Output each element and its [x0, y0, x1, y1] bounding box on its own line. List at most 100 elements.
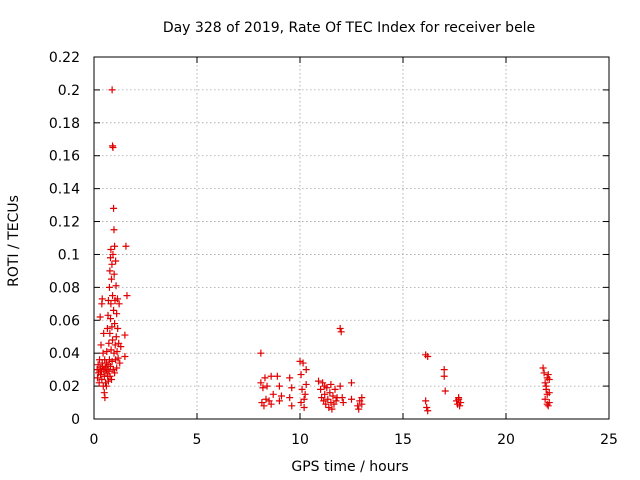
- data-point: [544, 402, 552, 410]
- data-point: [100, 329, 108, 337]
- data-point: [275, 382, 283, 390]
- data-points: [93, 86, 553, 415]
- data-point: [354, 402, 362, 410]
- data-point: [100, 389, 108, 397]
- data-point: [104, 377, 112, 385]
- data-point: [325, 403, 333, 411]
- data-point: [267, 400, 275, 408]
- data-point: [112, 257, 120, 265]
- data-point: [424, 407, 432, 415]
- data-point: [115, 300, 123, 308]
- y-tick-label: 0.06: [49, 313, 80, 329]
- data-point: [327, 380, 335, 388]
- data-point: [267, 372, 275, 380]
- data-point: [302, 380, 310, 388]
- data-point: [355, 405, 363, 413]
- data-point: [110, 226, 118, 234]
- data-point: [296, 357, 304, 365]
- data-point: [107, 246, 115, 254]
- data-point: [315, 377, 323, 385]
- data-point: [424, 352, 432, 360]
- data-point: [286, 374, 294, 382]
- data-point: [339, 399, 347, 407]
- x-tick-label: 10: [291, 432, 309, 448]
- data-point: [105, 283, 113, 291]
- data-point: [263, 382, 271, 390]
- grid-lines: [94, 57, 609, 419]
- data-point: [324, 395, 332, 403]
- data-point: [540, 369, 548, 377]
- data-point: [336, 325, 344, 332]
- data-point: [329, 392, 337, 400]
- data-point: [358, 400, 366, 408]
- data-point: [123, 292, 131, 300]
- data-point: [102, 359, 110, 367]
- data-point: [326, 389, 334, 397]
- data-point: [106, 267, 114, 275]
- data-point: [348, 379, 355, 387]
- data-point: [286, 394, 294, 402]
- data-point: [332, 397, 340, 405]
- x-tick-label: 0: [90, 432, 99, 448]
- data-point: [322, 400, 330, 408]
- data-point: [109, 292, 117, 300]
- data-point: [545, 389, 553, 397]
- data-point: [111, 369, 119, 377]
- y-tick-label: 0.04: [49, 346, 80, 362]
- data-point: [106, 372, 114, 380]
- data-point: [110, 270, 118, 278]
- x-tick-label: 15: [394, 432, 412, 448]
- data-point: [348, 395, 355, 403]
- data-point: [108, 376, 116, 384]
- data-point: [301, 390, 309, 398]
- data-point: [300, 403, 308, 411]
- data-point: [275, 397, 283, 405]
- data-point: [441, 387, 449, 395]
- data-point: [98, 295, 106, 303]
- data-point: [108, 357, 116, 365]
- data-point: [456, 402, 464, 410]
- data-point: [542, 382, 550, 390]
- data-point: [288, 384, 296, 392]
- data-point: [317, 385, 325, 393]
- data-point: [113, 295, 121, 303]
- data-point: [116, 359, 124, 367]
- data-point: [541, 395, 549, 403]
- data-point: [102, 382, 110, 390]
- data-point: [101, 394, 109, 402]
- data-point: [328, 405, 336, 413]
- data-point: [423, 403, 431, 411]
- data-point: [259, 384, 267, 392]
- data-point: [111, 242, 119, 250]
- y-tick-label: 0.1: [58, 247, 80, 263]
- data-point: [327, 399, 335, 407]
- y-tick-label: 0.16: [49, 149, 80, 165]
- data-point: [288, 402, 296, 410]
- data-point: [93, 366, 101, 374]
- data-point: [440, 372, 448, 380]
- data-point: [298, 385, 306, 393]
- data-point: [321, 382, 329, 390]
- data-point: [121, 331, 129, 339]
- data-point: [106, 315, 114, 323]
- data-point: [109, 250, 117, 258]
- x-tick-labels: 0 5 10 15 20 25: [90, 432, 618, 448]
- data-point: [105, 339, 113, 347]
- data-point: [97, 341, 105, 349]
- data-point: [110, 204, 118, 212]
- x-tick-label: 5: [193, 432, 202, 448]
- data-point: [111, 341, 119, 349]
- data-point: [331, 385, 339, 393]
- data-point: [297, 399, 305, 407]
- data-point: [113, 364, 121, 372]
- axis-ticks: [93, 56, 610, 420]
- y-tick-label: 0.18: [49, 116, 80, 132]
- data-point: [541, 379, 549, 387]
- data-point: [114, 354, 122, 362]
- y-tick-label: 0.2: [58, 83, 80, 99]
- data-point: [111, 320, 119, 328]
- data-point: [261, 374, 269, 382]
- data-point: [257, 349, 265, 357]
- plot-frame: [93, 56, 610, 420]
